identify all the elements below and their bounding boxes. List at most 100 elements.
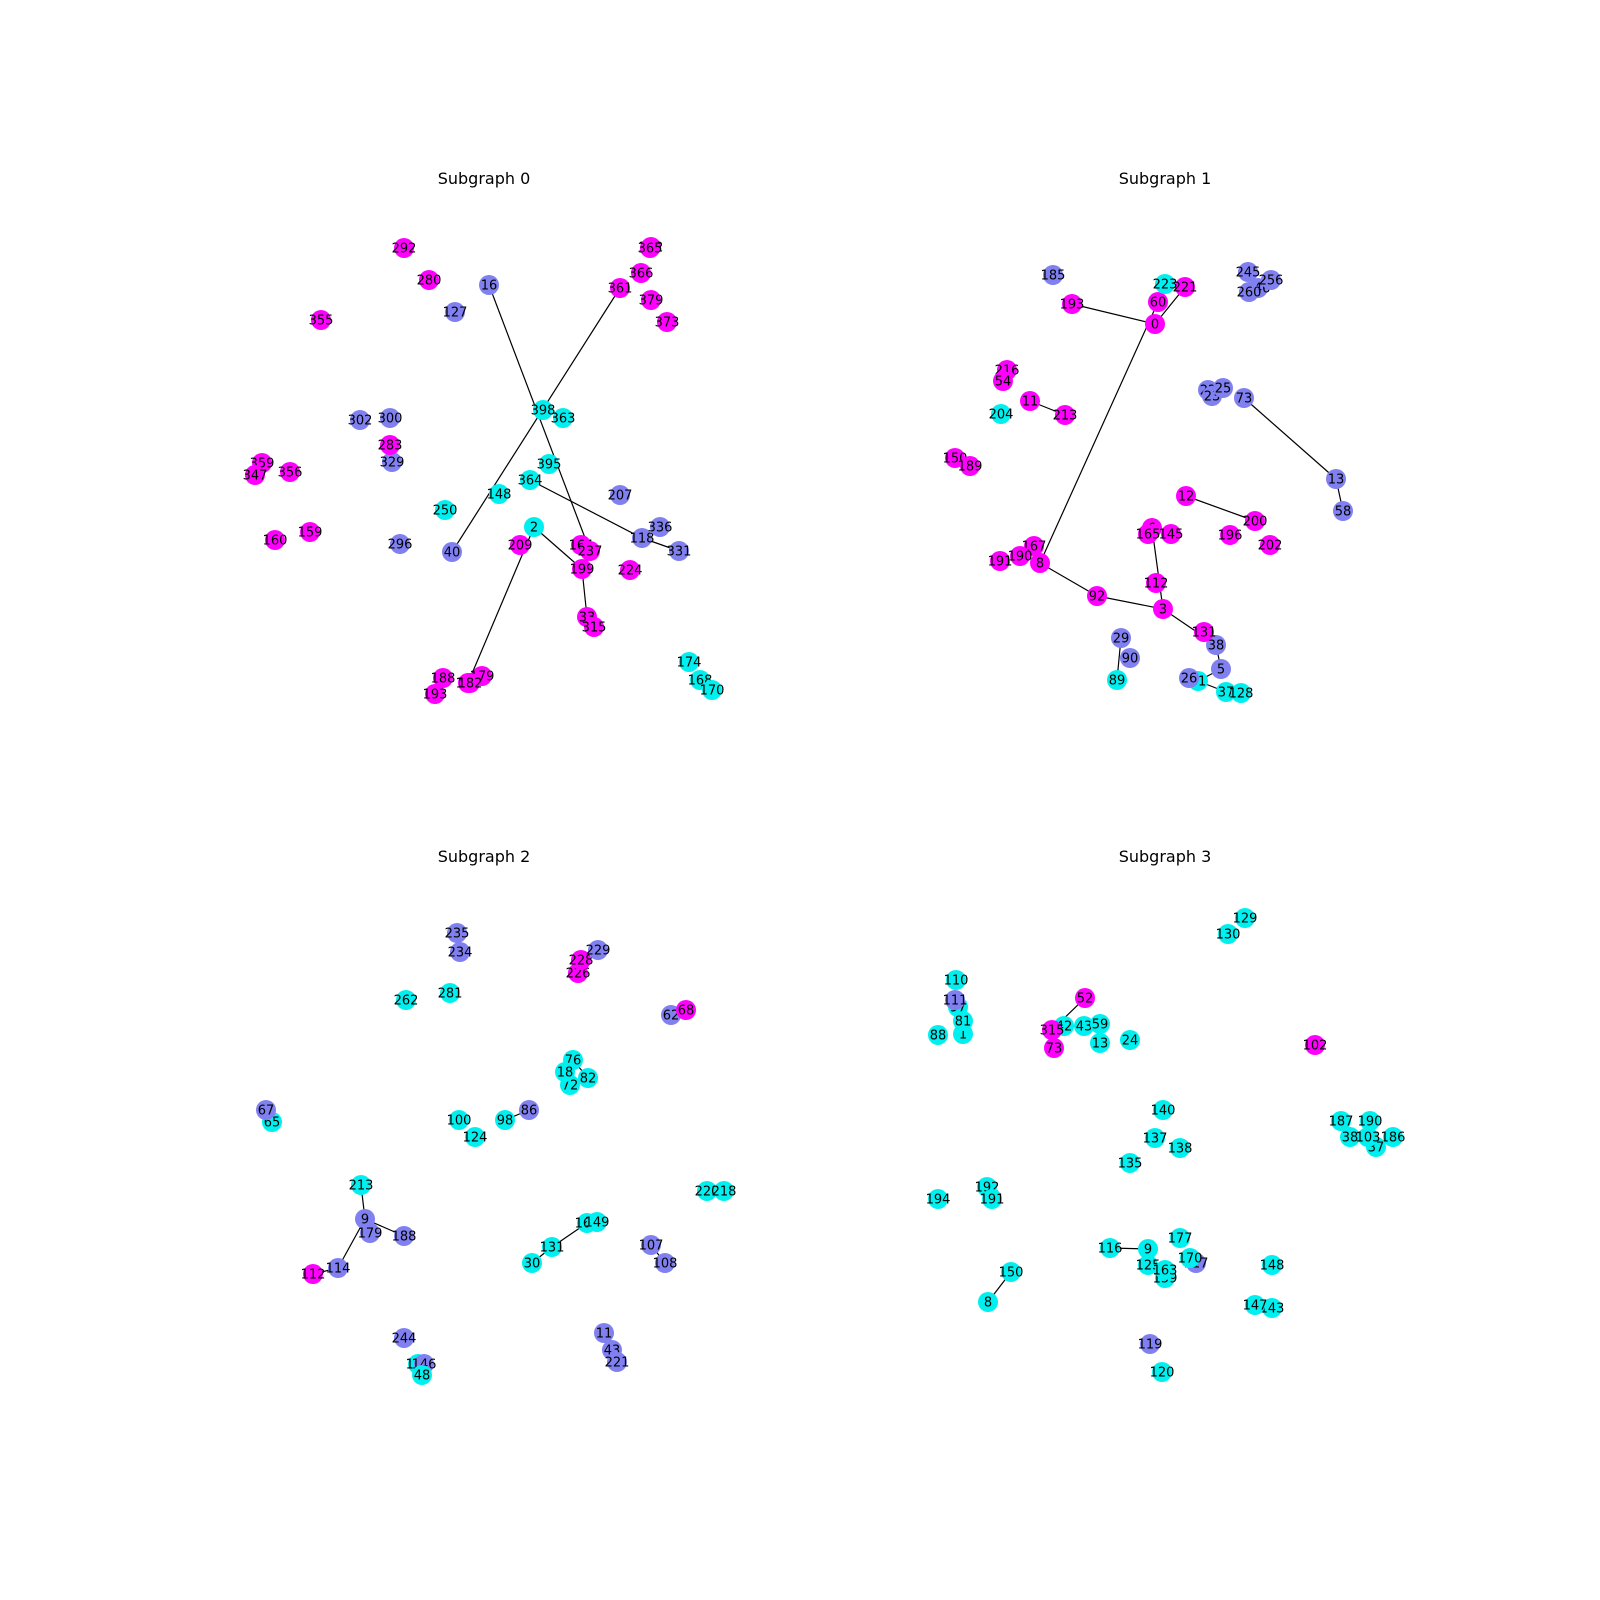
graph-node: 170 — [700, 680, 725, 700]
node-marker — [555, 1062, 575, 1082]
graph-node: 111 — [943, 990, 968, 1010]
node-marker — [1055, 405, 1075, 425]
node-label: 102 — [1303, 1039, 1328, 1054]
node-label: 60 — [1150, 296, 1167, 311]
node-marker — [449, 1110, 469, 1130]
node-label: 191 — [988, 555, 1013, 570]
node-label: 18 — [557, 1066, 574, 1081]
graph-node: 283 — [378, 435, 403, 455]
node-label: 170 — [700, 684, 725, 699]
graph-node: 52 — [1075, 988, 1095, 1008]
node-marker — [928, 1025, 948, 1045]
graph-node: 188 — [431, 668, 455, 688]
node-marker — [450, 942, 470, 962]
node-label: 283 — [378, 439, 403, 454]
node-label: 223 — [1153, 278, 1178, 293]
node-marker — [1138, 524, 1158, 544]
node-label: 196 — [1218, 529, 1243, 544]
node-marker — [256, 1100, 276, 1120]
graph-node: 237 — [578, 541, 602, 561]
node-label: 54 — [995, 375, 1012, 390]
node-label: 12 — [1178, 490, 1195, 505]
node-label: 245 — [1236, 266, 1261, 281]
graph-node: 82 — [578, 1068, 598, 1088]
graph-node: 138 — [1168, 1138, 1192, 1158]
graph-node: 174 — [677, 652, 701, 672]
graph-node: 129 — [1233, 908, 1257, 928]
node-marker — [1216, 682, 1236, 702]
node-marker — [419, 270, 439, 290]
graph-node: 280 — [417, 270, 441, 290]
graph-node: 223 — [1153, 274, 1178, 294]
graph-node: 100 — [447, 1110, 471, 1130]
node-marker — [587, 1212, 607, 1232]
graph-node: 88 — [928, 1025, 948, 1045]
graph-node: 67 — [256, 1100, 276, 1120]
node-marker — [1176, 486, 1196, 506]
node-marker — [1326, 469, 1346, 489]
node-label: 229 — [586, 944, 611, 959]
node-marker — [697, 1181, 717, 1201]
node-label: 379 — [639, 294, 664, 309]
node-marker — [657, 312, 677, 332]
graph-node: 361 — [608, 278, 632, 298]
graph-node: 160 — [263, 530, 287, 550]
node-label: 130 — [1216, 928, 1241, 943]
graph-node: 116 — [1098, 1238, 1122, 1258]
graph-node: 98 — [495, 1110, 515, 1130]
graph-node: 224 — [618, 560, 642, 580]
node-label: 281 — [438, 987, 463, 1002]
node-label: 81 — [955, 1015, 972, 1030]
graph-node: 59 — [1090, 1014, 1110, 1034]
node-label: 111 — [943, 994, 968, 1009]
node-marker — [1153, 1100, 1173, 1120]
node-marker — [280, 462, 300, 482]
node-marker — [991, 404, 1011, 424]
graph-node: 127 — [443, 302, 467, 322]
graph-node: 110 — [944, 970, 968, 990]
node-label: 193 — [423, 688, 448, 703]
graph-node: 296 — [388, 534, 412, 554]
graph-node: 182 — [458, 673, 482, 693]
graph-node: 118 — [630, 528, 654, 548]
graph-node: 89 — [1107, 670, 1127, 690]
node-marker — [1043, 265, 1063, 285]
node-label: 107 — [639, 1239, 664, 1254]
graph-node: 5 — [1211, 659, 1231, 679]
graph-node: 81 — [953, 1011, 973, 1031]
node-label: 148 — [1260, 1259, 1285, 1274]
graph-node: 131 — [540, 1237, 564, 1257]
node-marker — [1010, 546, 1030, 566]
node-label: 336 — [648, 521, 673, 536]
node-label: 143 — [1260, 1302, 1285, 1317]
graph-node: 260 — [1237, 282, 1261, 302]
node-label: 38 — [1342, 1131, 1359, 1146]
node-label: 191 — [980, 1193, 1005, 1208]
graph-node: 112 — [1144, 573, 1168, 593]
node-marker — [655, 1253, 675, 1273]
graph-node: 302 — [348, 410, 372, 430]
node-label: 207 — [608, 489, 633, 504]
node-marker — [1360, 1111, 1380, 1131]
node-label: 90 — [1122, 652, 1139, 667]
node-marker — [1239, 282, 1259, 302]
node-marker — [1238, 262, 1258, 282]
node-marker — [524, 517, 544, 537]
node-label: 190 — [1358, 1115, 1383, 1130]
node-marker — [1148, 292, 1168, 312]
graph-node: 329 — [380, 452, 404, 472]
node-label: 300 — [378, 412, 403, 427]
node-marker — [394, 1328, 414, 1348]
node-label: 145 — [1159, 528, 1184, 543]
graph-node: 235 — [445, 923, 469, 943]
graph-node: 196 — [1218, 525, 1243, 545]
node-label: 213 — [1053, 409, 1078, 424]
graph-edge — [529, 479, 643, 539]
graph-node: 218 — [712, 1181, 736, 1201]
node-marker — [542, 1237, 562, 1257]
node-marker — [1179, 668, 1199, 688]
node-marker — [1024, 536, 1044, 556]
graph-node: 103 — [1356, 1127, 1380, 1147]
node-marker — [382, 452, 402, 472]
node-marker — [1340, 1127, 1360, 1147]
